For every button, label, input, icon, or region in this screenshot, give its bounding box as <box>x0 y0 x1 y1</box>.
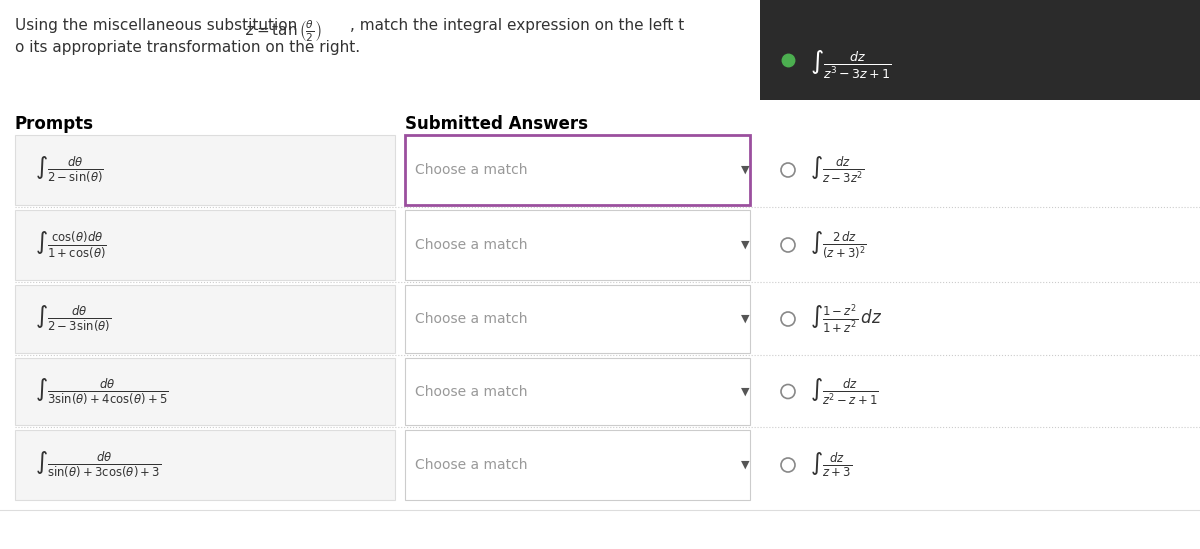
Text: $\int \frac{d\theta}{2 - \sin(\theta)}$: $\int \frac{d\theta}{2 - \sin(\theta)}$ <box>35 155 104 185</box>
Text: Choose a match: Choose a match <box>415 458 528 472</box>
FancyBboxPatch shape <box>406 358 750 425</box>
Text: Choose a match: Choose a match <box>415 163 528 177</box>
FancyBboxPatch shape <box>406 430 750 500</box>
Text: ▼: ▼ <box>740 314 749 324</box>
Text: $\int \frac{1-z^2}{1+z^2}\,dz$: $\int \frac{1-z^2}{1+z^2}\,dz$ <box>810 302 882 335</box>
FancyBboxPatch shape <box>14 135 395 205</box>
FancyBboxPatch shape <box>406 135 750 205</box>
Text: Choose a match: Choose a match <box>415 312 528 326</box>
FancyBboxPatch shape <box>14 285 395 353</box>
Text: $\int \frac{d\theta}{3\sin(\theta) + 4\cos(\theta) + 5}$: $\int \frac{d\theta}{3\sin(\theta) + 4\c… <box>35 377 169 407</box>
FancyBboxPatch shape <box>406 285 750 353</box>
FancyBboxPatch shape <box>14 358 395 425</box>
Text: Prompts: Prompts <box>14 115 94 133</box>
Text: $\int \frac{2\,dz}{(z+3)^2}$: $\int \frac{2\,dz}{(z+3)^2}$ <box>810 229 866 261</box>
Text: ▼: ▼ <box>740 165 749 175</box>
Text: $\int \frac{\cos(\theta)d\theta}{1 + \cos(\theta)}$: $\int \frac{\cos(\theta)d\theta}{1 + \co… <box>35 229 107 261</box>
Text: , match the integral expression on the left t: , match the integral expression on the l… <box>350 18 684 33</box>
FancyBboxPatch shape <box>760 0 1200 100</box>
FancyBboxPatch shape <box>14 430 395 500</box>
Text: Using the miscellaneous substitution: Using the miscellaneous substitution <box>14 18 302 33</box>
Text: Choose a match: Choose a match <box>415 384 528 399</box>
Text: ▼: ▼ <box>740 460 749 470</box>
Text: ▼: ▼ <box>740 240 749 250</box>
FancyBboxPatch shape <box>14 210 395 280</box>
Text: o its appropriate transformation on the right.: o its appropriate transformation on the … <box>14 40 360 55</box>
Text: Submitted Answers: Submitted Answers <box>406 115 588 133</box>
Text: $\int \frac{d\theta}{2 - 3\sin(\theta)}$: $\int \frac{d\theta}{2 - 3\sin(\theta)}$ <box>35 304 112 334</box>
FancyBboxPatch shape <box>406 210 750 280</box>
Text: $\int \frac{dz}{z + 3}$: $\int \frac{dz}{z + 3}$ <box>810 451 852 479</box>
Text: $\int \frac{dz}{z^2 - z + 1}$: $\int \frac{dz}{z^2 - z + 1}$ <box>810 376 878 407</box>
Text: $\int \frac{d\theta}{\sin(\theta) + 3\cos(\theta) + 3}$: $\int \frac{d\theta}{\sin(\theta) + 3\co… <box>35 450 161 480</box>
Text: $z = \tan\left(\frac{\theta}{2}\right)$: $z = \tan\left(\frac{\theta}{2}\right)$ <box>245 18 322 44</box>
Text: $\int \frac{dz}{z - 3z^2}$: $\int \frac{dz}{z - 3z^2}$ <box>810 154 864 186</box>
Text: ▼: ▼ <box>740 386 749 396</box>
Text: Choose a match: Choose a match <box>415 238 528 252</box>
Text: $\int \frac{dz}{z^3 - 3z + 1}$: $\int \frac{dz}{z^3 - 3z + 1}$ <box>810 49 892 81</box>
